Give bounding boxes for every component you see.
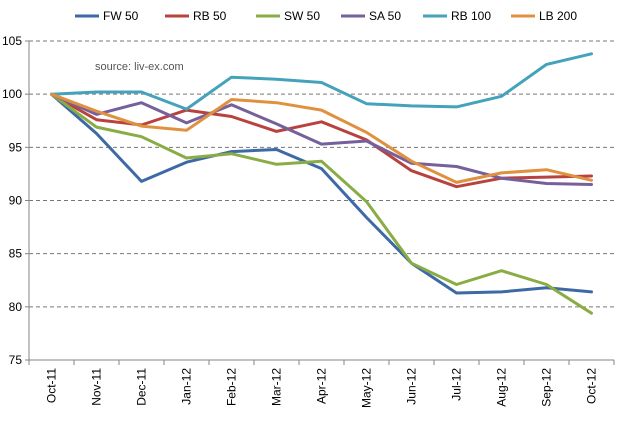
y-tick-label: 85 [9,247,23,261]
x-tick-label: Aug-12 [495,368,509,407]
x-tick-label: Jan-12 [180,368,194,405]
x-tick-label: Oct-12 [585,368,599,404]
source-annotation: source: liv-ex.com [95,61,184,73]
series-line-sw-50 [50,92,593,315]
y-axis-ticks: 75 80 85 90 95 100 105 [2,34,29,367]
x-tick-label: Dec-11 [135,368,149,406]
y-tick-label: 100 [2,87,22,101]
x-tick-label: Feb-12 [225,368,239,406]
x-tick-label: Mar-12 [270,368,284,406]
series-line-rb-100 [50,52,593,111]
x-tick-label: Sep-12 [540,368,554,407]
x-tick-label: Nov-11 [90,368,104,406]
y-tick-label: 90 [9,194,23,208]
series-lines [50,52,593,315]
y-tick-label: 105 [2,34,22,48]
series-line-sa-50 [50,92,593,186]
y-tick-label: 95 [9,140,23,154]
legend-label: SA 50 [369,9,401,23]
legend-label: SW 50 [284,9,320,23]
series-line-fw-50 [50,92,593,295]
gridlines [29,40,614,308]
x-tick-label: Jul-12 [450,368,464,401]
legend-label: FW 50 [103,9,139,23]
y-tick-label: 80 [9,300,23,314]
legend-label: LB 200 [539,9,577,23]
legend-label: RB 50 [193,9,227,23]
legend: FW 50 RB 50 SW 50 SA 50 RB 100 LB 200 [75,9,577,23]
x-axis-ticks: Oct-11 Nov-11 Dec-11 Jan-12 Feb-12 Mar-12 Apr-… [28,360,615,408]
legend-label: RB 100 [451,9,491,23]
x-tick-label: Apr-12 [315,368,329,404]
x-tick-label: Jun-12 [405,368,419,405]
y-tick-label: 75 [9,353,23,367]
x-tick-label: May-12 [360,368,374,408]
x-tick-label: Oct-11 [45,368,59,403]
series-line-lb-200 [50,92,593,184]
